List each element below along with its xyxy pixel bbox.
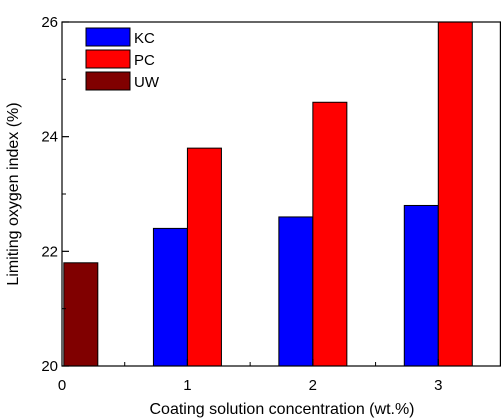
y-axis-title: Limiting oxygen index (%) [5, 102, 22, 285]
bar-pc-3 [437, 21, 473, 367]
legend-label-pc: PC [134, 52, 155, 69]
x-axis-title: Coating solution concentration (wt.%) [149, 401, 414, 418]
legend: KC PC UW [85, 27, 160, 91]
bar-kc-3 [403, 204, 439, 367]
y-tick-label: 26 [41, 14, 58, 31]
x-tick-label: 1 [183, 377, 191, 394]
x-tick-label: 2 [309, 377, 317, 394]
legend-swatch-kc [85, 27, 131, 47]
y-tick-label: 24 [41, 129, 58, 146]
y-tick-label: 22 [41, 243, 58, 260]
bars-layer [63, 21, 473, 367]
axis-ticks: 20 22 24 26 0 1 2 3 [41, 14, 501, 394]
legend-swatch-uw [85, 71, 131, 91]
bar-pc-1 [186, 147, 222, 367]
bar-uw-0.15 [63, 262, 99, 367]
legend-label-uw: UW [134, 74, 160, 91]
bar-kc-2 [278, 216, 314, 367]
bar-pc-2 [312, 101, 348, 367]
x-tick-label: 3 [434, 377, 442, 394]
y-tick-label: 20 [41, 358, 58, 375]
bar-kc-1 [152, 227, 188, 367]
x-tick-label: 0 [58, 377, 66, 394]
legend-label-kc: KC [134, 30, 155, 47]
legend-swatch-pc [85, 49, 131, 69]
